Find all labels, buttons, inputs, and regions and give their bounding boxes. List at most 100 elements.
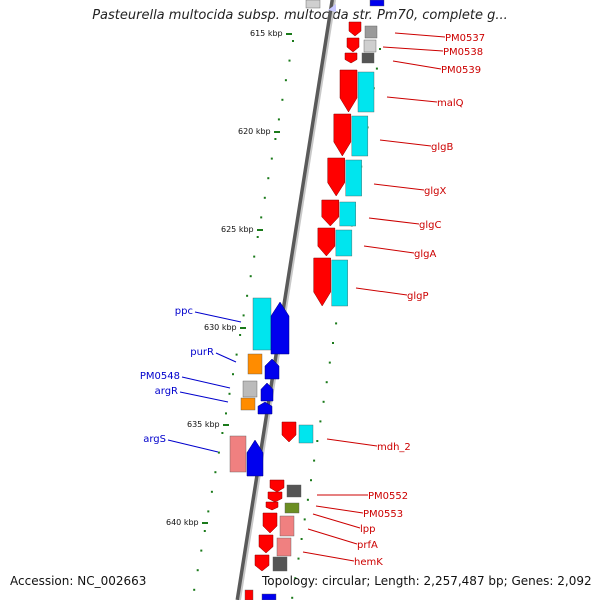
feature-box bbox=[364, 25, 378, 39]
gene-arrow-forward bbox=[254, 554, 270, 572]
feature-box bbox=[261, 593, 277, 600]
scale-tick bbox=[217, 451, 220, 454]
gene-label-mdh_2[interactable]: mdh_2 bbox=[377, 442, 411, 453]
scale-tick bbox=[228, 392, 231, 395]
leader-line bbox=[312, 513, 361, 529]
scale-tick bbox=[335, 322, 338, 325]
gene-label-malq[interactable]: malQ bbox=[437, 98, 464, 109]
feature-box bbox=[272, 556, 288, 572]
scale-tick bbox=[253, 255, 256, 258]
scale-tick bbox=[325, 381, 328, 384]
gene-label-glgb[interactable]: glgB bbox=[431, 142, 453, 153]
gene-label-prfa[interactable]: prfA bbox=[357, 540, 378, 551]
feature-box bbox=[363, 39, 377, 53]
gene-label-pm0538[interactable]: PM0538 bbox=[443, 47, 483, 58]
gene-labels: PM0537 PM0538 PM0539 malQ glgB glgX glgC glgA gl… bbox=[140, 33, 485, 568]
leader-line bbox=[326, 438, 378, 447]
genome-title: Pasteurella multocida subsp. multocida s… bbox=[92, 8, 508, 23]
gene-arrow-forward bbox=[262, 512, 278, 534]
scale-tick bbox=[375, 67, 378, 70]
scale-tick bbox=[332, 342, 334, 344]
scale-tick bbox=[200, 549, 203, 552]
feature-box bbox=[305, 0, 321, 9]
backbone-shadow bbox=[235, 0, 336, 600]
scale-tick bbox=[267, 177, 270, 180]
feature-box-pink bbox=[229, 435, 247, 473]
label-leaders bbox=[167, 32, 446, 562]
gene-arrow-forward bbox=[321, 199, 340, 227]
feature-box-pink bbox=[276, 537, 292, 557]
scale-tick bbox=[328, 361, 331, 364]
scale-tick bbox=[274, 138, 277, 140]
scale-tick bbox=[239, 334, 242, 336]
leader-line bbox=[382, 46, 444, 52]
scale-tick bbox=[294, 577, 297, 580]
gene-features bbox=[229, 0, 385, 600]
scale-tick bbox=[249, 275, 252, 278]
scale-tick bbox=[193, 588, 196, 591]
gene-label-ppc[interactable]: ppc bbox=[175, 306, 193, 317]
gene-label-lpp[interactable]: lpp bbox=[360, 524, 375, 535]
scale-tick bbox=[292, 40, 294, 42]
gene-label-pm0539[interactable]: PM0539 bbox=[441, 65, 481, 76]
scale-tick bbox=[210, 490, 213, 493]
gene-label-purr[interactable]: purR bbox=[190, 347, 214, 358]
feature-box bbox=[369, 0, 385, 7]
feature-box bbox=[286, 484, 302, 498]
scale-tick bbox=[242, 314, 245, 317]
leader-line bbox=[302, 551, 355, 562]
accession-text: Accession: NC_002663 bbox=[10, 574, 147, 588]
scale-label: 615 kbp bbox=[250, 29, 283, 38]
leader-line bbox=[368, 217, 420, 225]
gene-arrow-reverse bbox=[246, 439, 264, 477]
backbone-highlight bbox=[239, 0, 336, 600]
scale-tick bbox=[263, 196, 266, 199]
scale-tick bbox=[297, 557, 300, 560]
gene-arrow-reverse bbox=[260, 382, 274, 402]
scale-tick bbox=[207, 510, 210, 513]
gene-label-pm0552[interactable]: PM0552 bbox=[368, 491, 408, 502]
gene-label-args[interactable]: argS bbox=[143, 434, 166, 445]
feature-box-orange bbox=[247, 353, 263, 375]
topology-text: Topology: circular; Length: 2,257,487 bp… bbox=[262, 574, 592, 588]
gene-arrow-forward bbox=[265, 501, 279, 511]
scale-tick bbox=[316, 440, 319, 442]
scale-tick bbox=[214, 471, 217, 474]
major-tick bbox=[202, 522, 208, 524]
scale-label: 635 kbp bbox=[187, 420, 220, 429]
feature-box-cyan bbox=[331, 259, 348, 307]
gene-label-hemk[interactable]: hemK bbox=[354, 557, 383, 568]
gene-arrow-forward bbox=[346, 37, 360, 53]
feature-box bbox=[242, 380, 258, 398]
leader-line bbox=[315, 505, 364, 514]
scale-tick bbox=[288, 59, 291, 62]
scale-label: 640 kbp bbox=[166, 518, 199, 527]
gene-label-pm0537[interactable]: PM0537 bbox=[445, 33, 485, 44]
scale-labels: 615 kbp 620 kbp 625 kbp 630 kbp 635 kbp 640 k… bbox=[166, 29, 292, 527]
leader-line bbox=[167, 439, 219, 453]
feature-box-cyan bbox=[357, 71, 375, 113]
scale-tick bbox=[246, 294, 249, 297]
scale-tick bbox=[310, 479, 312, 482]
leader-line bbox=[363, 245, 415, 254]
leader-line bbox=[215, 352, 237, 363]
gene-label-glgx[interactable]: glgX bbox=[424, 186, 446, 197]
scale-tick bbox=[306, 498, 309, 501]
gene-label-glgp[interactable]: glgP bbox=[407, 291, 429, 302]
scale-tick bbox=[260, 216, 263, 219]
leader-line bbox=[373, 183, 425, 191]
gene-arrow-forward bbox=[344, 52, 358, 64]
feature-box bbox=[361, 52, 375, 64]
feature-box-olive bbox=[284, 502, 300, 514]
gene-label-glga[interactable]: glgA bbox=[414, 249, 436, 260]
gene-label-glgc[interactable]: glgC bbox=[419, 220, 441, 231]
scale-tick bbox=[300, 538, 303, 540]
major-tick bbox=[223, 424, 229, 426]
gene-label-argr[interactable]: argR bbox=[155, 386, 178, 397]
gene-label-pm0548[interactable]: PM0548 bbox=[140, 371, 180, 382]
scale-tick bbox=[225, 412, 227, 415]
gene-label-pm0553[interactable]: PM0553 bbox=[363, 509, 403, 520]
feature-box-cyan bbox=[345, 159, 362, 197]
